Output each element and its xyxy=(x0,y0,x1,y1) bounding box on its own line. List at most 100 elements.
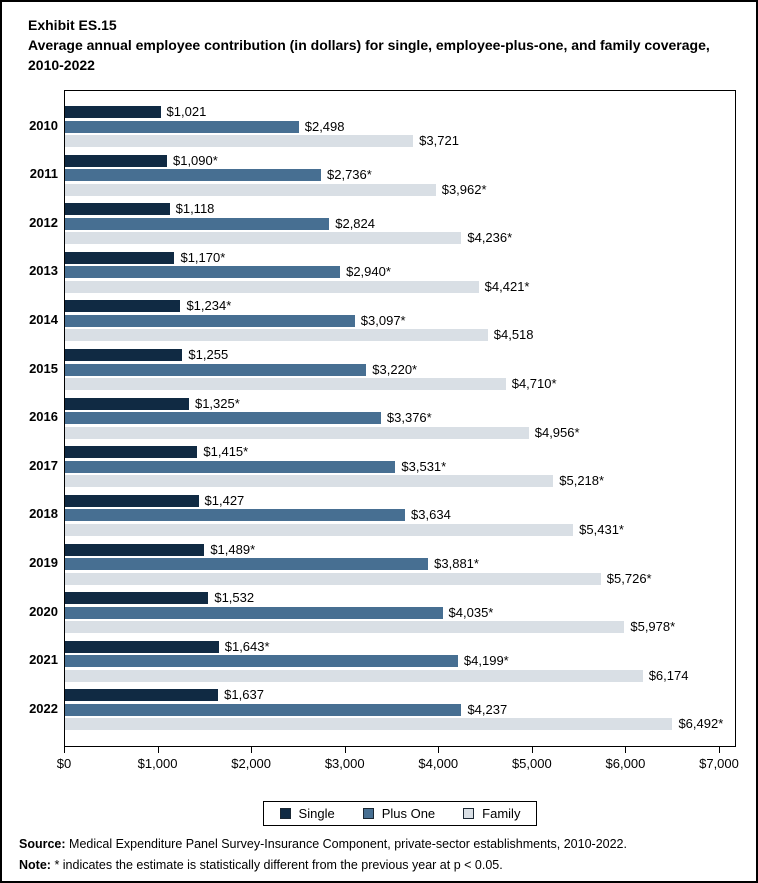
bar-value-label: $1,255 xyxy=(188,347,229,363)
x-axis-tick-label: $0 xyxy=(56,756,72,771)
plot-area: $1,021 $2,498 $3,721 $1,090* $2,736* $3,962* $… xyxy=(64,90,736,747)
bar-value-label: $6,492* xyxy=(678,716,724,732)
bar-value-label: $5,726* xyxy=(606,570,652,586)
bar-value-label: $3,097* xyxy=(360,312,406,328)
bar-value-label: $4,035* xyxy=(448,604,494,620)
bar-single xyxy=(65,397,189,410)
year-label: 2018 xyxy=(29,506,58,522)
year-label: 2011 xyxy=(29,166,58,182)
chart-title: Average annual employee contribution (in… xyxy=(28,37,710,73)
year-label: 2021 xyxy=(29,652,58,668)
x-axis-tick xyxy=(64,747,65,753)
bar-single xyxy=(65,106,161,118)
bar-single xyxy=(65,154,167,167)
bar-value-label: $1,325* xyxy=(194,395,240,411)
year-label: 2020 xyxy=(29,603,58,619)
title-block: Exhibit ES.15 Average annual employee co… xyxy=(28,15,734,75)
bar-value-label: $3,634 xyxy=(411,507,451,523)
year-label: 2015 xyxy=(29,360,58,376)
bar-value-label: $2,498 xyxy=(304,118,345,134)
year-label: 2016 xyxy=(29,409,58,425)
year-label: 2022 xyxy=(29,700,58,716)
year-label: 2019 xyxy=(29,555,58,571)
bar-value-label: $1,415* xyxy=(203,444,249,460)
bar-plus-one xyxy=(65,412,381,425)
bar-plus-one xyxy=(65,558,429,571)
legend-swatch xyxy=(279,808,291,819)
bar-plus-one xyxy=(65,266,341,279)
bar-value-label: $3,962* xyxy=(441,181,487,197)
bar-value-label: $3,721 xyxy=(419,133,459,148)
bar-family xyxy=(65,135,414,147)
x-axis-tick-label: $1,000 xyxy=(137,756,178,771)
bar-family xyxy=(65,669,643,682)
bar-value-label: $5,978* xyxy=(630,619,676,635)
bar-value-label: $1,021 xyxy=(166,104,207,119)
bar-single xyxy=(65,689,219,702)
exhibit-label: Exhibit ES.15 xyxy=(28,17,117,33)
bar-value-label: $1,637 xyxy=(224,687,264,703)
bar-family xyxy=(65,426,529,439)
bar-value-label: $4,199* xyxy=(463,653,509,669)
bar-single xyxy=(65,592,209,605)
legend-label: Plus One xyxy=(381,806,436,821)
bar-single xyxy=(65,446,198,459)
bar-value-label: $1,234* xyxy=(186,298,232,314)
footnotes: Source: Medical Expenditure Panel Survey… xyxy=(19,834,745,876)
note-line: Note: * indicates the estimate is statis… xyxy=(19,855,745,876)
legend-item: Plus One xyxy=(362,806,436,821)
bar-value-label: $4,956* xyxy=(534,424,580,440)
bar-single xyxy=(65,640,219,653)
bar-value-label: $1,427 xyxy=(204,492,245,508)
bar-single xyxy=(65,203,170,216)
x-axis-tick xyxy=(157,747,159,753)
bar-value-label: $3,376* xyxy=(386,410,432,426)
bar-value-label: $3,531* xyxy=(401,458,447,474)
legend-label: Family xyxy=(482,806,521,821)
x-axis-tick-label: $4,000 xyxy=(418,756,459,771)
legend-swatch xyxy=(463,808,475,819)
bar-family xyxy=(65,183,436,196)
bar-single xyxy=(65,300,181,313)
x-axis-tick-label: $5,000 xyxy=(511,756,552,771)
legend-swatch xyxy=(362,808,374,819)
bar-value-label: $6,174 xyxy=(648,667,689,683)
bar-value-label: $2,824 xyxy=(335,215,375,231)
bar-family xyxy=(65,523,574,536)
bar-value-label: $1,090* xyxy=(172,152,218,168)
bar-family xyxy=(65,378,506,391)
bar-plus-one xyxy=(65,460,396,473)
x-axis-tick xyxy=(531,747,533,753)
legend-box: Single Plus One Family xyxy=(262,801,538,826)
bar-value-label: $5,218* xyxy=(559,473,605,489)
note-label: Note: xyxy=(19,858,51,872)
bar-plus-one xyxy=(65,217,330,230)
bar-value-label: $3,220* xyxy=(372,361,418,377)
source-line: Source: Medical Expenditure Panel Survey… xyxy=(19,834,745,855)
bar-family xyxy=(65,280,479,293)
bar-family xyxy=(65,621,625,634)
bar-value-label: $1,489* xyxy=(210,541,256,557)
year-label: 2010 xyxy=(29,117,58,133)
bar-family xyxy=(65,718,673,731)
note-text: * indicates the estimate is statisticall… xyxy=(54,858,503,872)
bar-value-label: $4,421* xyxy=(484,278,530,294)
year-label: 2014 xyxy=(29,311,58,327)
source-label: Source: xyxy=(19,837,66,851)
bar-value-label: $2,940* xyxy=(346,264,391,280)
x-axis-tick-label: $3,000 xyxy=(324,756,365,771)
legend: Single Plus One Family xyxy=(64,801,736,826)
year-label: 2017 xyxy=(29,457,58,473)
bar-family xyxy=(65,572,601,585)
bar-value-label: $3,881* xyxy=(434,556,479,572)
bar-plus-one xyxy=(65,606,443,619)
bar-single xyxy=(65,494,199,507)
bar-plus-one xyxy=(65,120,299,133)
bar-single xyxy=(65,349,183,362)
legend-item: Single xyxy=(279,806,335,821)
bar-value-label: $1,118 xyxy=(175,201,215,217)
bar-plus-one xyxy=(65,703,462,716)
bar-value-label: $1,643* xyxy=(224,638,270,654)
x-axis-tick xyxy=(251,747,253,753)
bar-plus-one xyxy=(65,655,458,668)
